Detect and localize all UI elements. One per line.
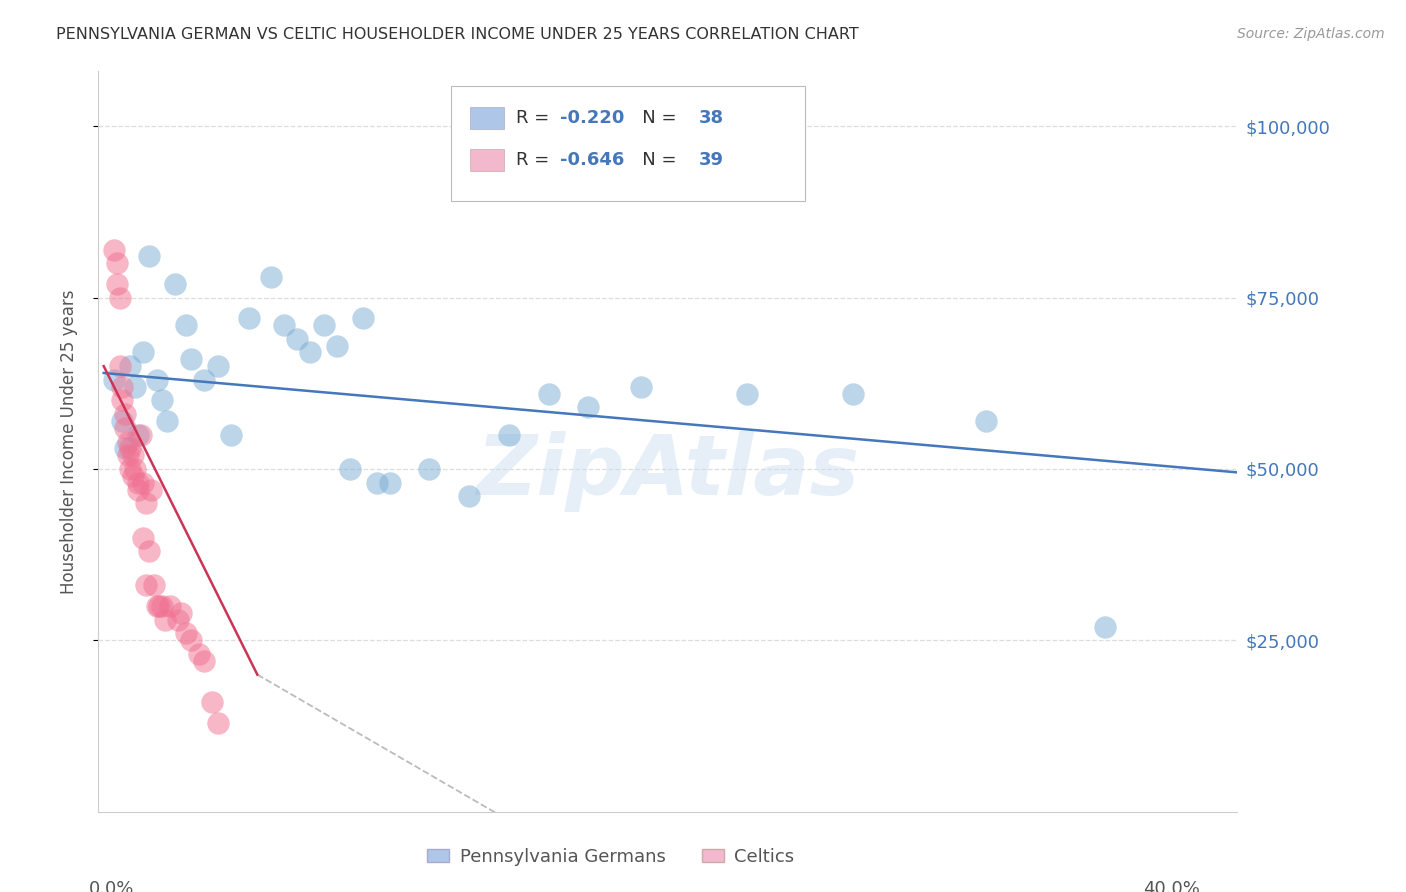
Point — [159, 599, 181, 613]
Point — [1094, 619, 1116, 633]
Point — [111, 414, 134, 428]
Point — [124, 462, 146, 476]
Point — [132, 475, 155, 490]
Y-axis label: Householder Income Under 25 years: Householder Income Under 25 years — [59, 289, 77, 594]
Point — [352, 311, 374, 326]
Point — [630, 380, 652, 394]
Point — [299, 345, 322, 359]
Point — [114, 442, 136, 456]
Point — [273, 318, 295, 332]
Point — [135, 496, 157, 510]
Text: N =: N = — [624, 152, 682, 169]
Point — [138, 544, 160, 558]
Point — [201, 695, 224, 709]
Point — [117, 434, 139, 449]
Point — [312, 318, 335, 332]
Point — [498, 427, 520, 442]
Point — [207, 359, 229, 373]
Point — [111, 380, 134, 394]
Point — [219, 427, 242, 442]
Text: R =: R = — [516, 152, 555, 169]
Point — [326, 338, 349, 352]
Point — [150, 599, 173, 613]
Point — [339, 462, 361, 476]
Text: N =: N = — [624, 109, 682, 127]
Point — [132, 345, 155, 359]
Point — [842, 386, 865, 401]
Point — [737, 386, 759, 401]
Text: R =: R = — [516, 109, 555, 127]
Text: Source: ZipAtlas.com: Source: ZipAtlas.com — [1237, 27, 1385, 41]
Point — [366, 475, 388, 490]
Point — [167, 613, 190, 627]
Point — [124, 380, 146, 394]
Point — [156, 414, 179, 428]
Point — [174, 318, 197, 332]
Point — [121, 468, 143, 483]
Point — [143, 578, 166, 592]
Text: 38: 38 — [699, 109, 724, 127]
Point — [193, 654, 215, 668]
Point — [120, 442, 142, 456]
Text: 0.0%: 0.0% — [89, 880, 135, 892]
Point — [259, 270, 281, 285]
Point — [207, 715, 229, 730]
Point — [974, 414, 997, 428]
Text: ZipAtlas: ZipAtlas — [477, 431, 859, 512]
Point — [105, 277, 128, 291]
Point — [132, 531, 155, 545]
Point — [418, 462, 440, 476]
Point — [129, 427, 152, 442]
Text: -0.646: -0.646 — [560, 152, 624, 169]
Point — [108, 359, 131, 373]
Point — [145, 599, 167, 613]
Point — [153, 613, 176, 627]
Point — [141, 483, 163, 497]
Point — [138, 250, 160, 264]
Point — [238, 311, 260, 326]
Point — [121, 448, 143, 462]
Point — [105, 256, 128, 270]
Point — [127, 427, 149, 442]
Point — [150, 393, 173, 408]
Point — [127, 475, 149, 490]
Point — [103, 373, 125, 387]
Point — [537, 386, 560, 401]
Text: -0.220: -0.220 — [560, 109, 624, 127]
FancyBboxPatch shape — [470, 107, 503, 129]
Point — [127, 483, 149, 497]
Point — [148, 599, 170, 613]
Point — [165, 277, 187, 291]
Point — [193, 373, 215, 387]
Text: 40.0%: 40.0% — [1143, 880, 1199, 892]
Point — [174, 626, 197, 640]
Text: PENNSYLVANIA GERMAN VS CELTIC HOUSEHOLDER INCOME UNDER 25 YEARS CORRELATION CHAR: PENNSYLVANIA GERMAN VS CELTIC HOUSEHOLDE… — [56, 27, 859, 42]
Point — [114, 421, 136, 435]
Point — [378, 475, 401, 490]
Point — [103, 243, 125, 257]
Point — [188, 647, 211, 661]
Legend: Pennsylvania Germans, Celtics: Pennsylvania Germans, Celtics — [420, 840, 801, 873]
Point — [135, 578, 157, 592]
FancyBboxPatch shape — [451, 87, 804, 201]
Point — [120, 359, 142, 373]
Point — [180, 633, 202, 648]
Point — [117, 448, 139, 462]
Point — [111, 393, 134, 408]
Point — [458, 489, 481, 503]
Point — [285, 332, 308, 346]
Point — [169, 606, 191, 620]
Point — [114, 407, 136, 421]
Point — [180, 352, 202, 367]
FancyBboxPatch shape — [470, 149, 503, 171]
Point — [108, 291, 131, 305]
Text: 39: 39 — [699, 152, 724, 169]
Point — [576, 401, 599, 415]
Point — [145, 373, 167, 387]
Point — [120, 462, 142, 476]
